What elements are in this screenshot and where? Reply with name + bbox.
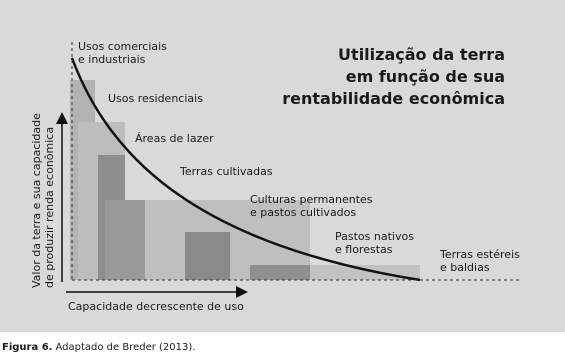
bars <box>70 80 420 280</box>
region-label: Terras cultivadas <box>179 165 273 178</box>
region-label: e industriais <box>78 53 146 66</box>
y-axis-label: Valor da terra e sua capacidade de produz… <box>30 113 56 288</box>
texts: Utilização da terra em função de sua renta… <box>2 40 520 353</box>
region-label: e pastos cultivados <box>250 206 356 219</box>
region-label: Áreas de lazer <box>135 132 214 145</box>
region-label: Culturas permanentes <box>250 193 373 206</box>
region-label: Terras estéreis <box>439 248 520 261</box>
caption-label: Figura 6. <box>2 342 52 353</box>
region-label: Pastos nativos <box>335 230 414 243</box>
curve <box>70 57 421 282</box>
x-axis-label: Capacidade decrescente de uso <box>68 300 244 313</box>
title-line: em função de sua <box>346 67 505 86</box>
region-label: e florestas <box>335 243 393 256</box>
region-label: Usos comerciais <box>78 40 167 53</box>
title-line: Utilização da terra <box>338 45 505 64</box>
region-label: e baldias <box>440 261 490 274</box>
title-line: rentabilidade econômica <box>282 89 505 108</box>
region-label: Usos residenciais <box>108 92 203 105</box>
y-axis-label-line: Valor da terra e sua capacidade <box>30 113 43 288</box>
caption-text: Adaptado de Breder (2013). <box>55 342 195 353</box>
y-axis-label-line: de produzir renda econômica <box>43 127 56 288</box>
